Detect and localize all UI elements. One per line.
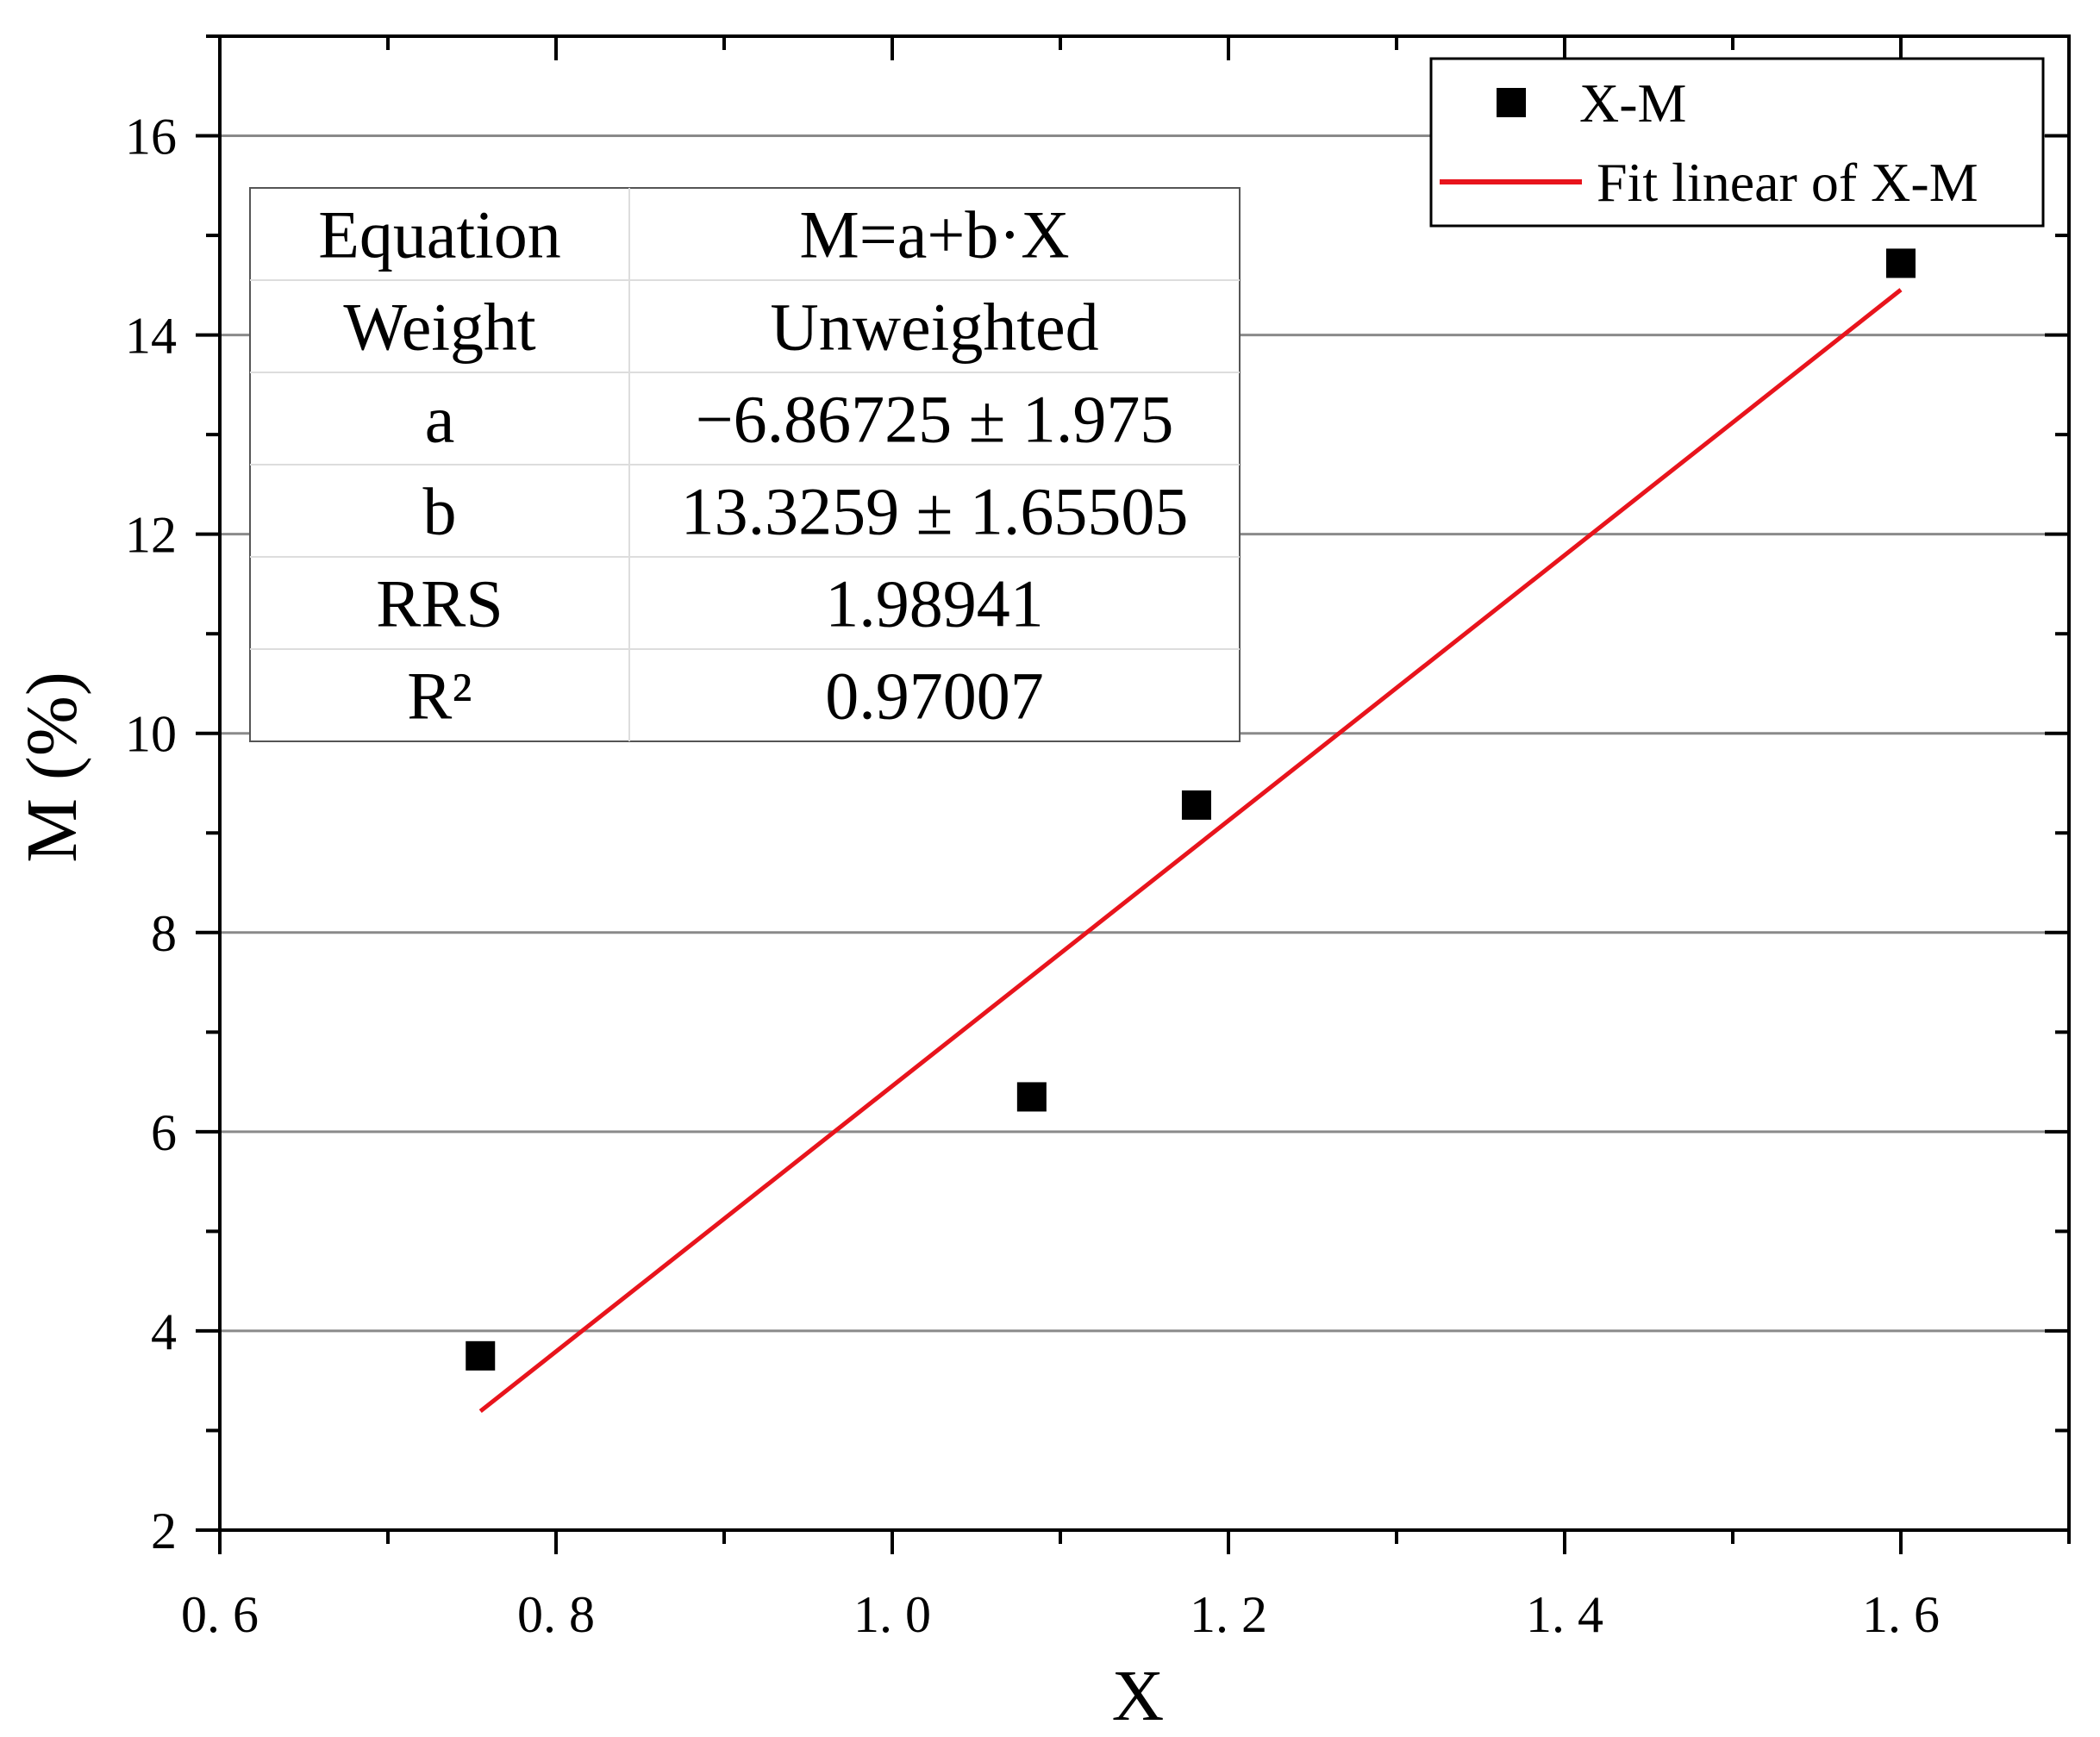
fit-line-layer <box>478 288 1903 1414</box>
data-point <box>1181 790 1211 820</box>
table-param-value: 0.97007 <box>825 659 1044 734</box>
y-tick-label: 4 <box>151 1303 177 1360</box>
table-param-value: 13.3259 ± 1.65505 <box>681 474 1189 549</box>
legend-label-x-m: X-M <box>1579 72 1686 134</box>
x-tick-label: 1. 4 <box>1526 1586 1603 1643</box>
y-tick-label: 16 <box>125 109 177 166</box>
y-tick-label: 12 <box>125 507 177 564</box>
y-tick-label: 8 <box>151 905 177 962</box>
table-param-value: −6.86725 ± 1.975 <box>696 382 1174 457</box>
legend-label-fit: Fit linear of X-M <box>1597 152 1978 213</box>
plot-border <box>218 34 2071 1532</box>
data-point <box>1886 248 1916 278</box>
table-param-value: 1.98941 <box>825 566 1044 641</box>
y-tick-label: 6 <box>151 1104 177 1161</box>
scatter-points <box>466 248 1916 1371</box>
plot-frame <box>218 34 2071 1532</box>
x-axis-title: X <box>1112 1656 1165 1736</box>
fit-line <box>478 288 1903 1414</box>
legend-marker-square <box>1497 88 1526 117</box>
y-tick-label: 14 <box>125 308 177 365</box>
y-tick-label: 10 <box>125 706 177 763</box>
table-param-name: b <box>423 474 457 549</box>
legend-box <box>1429 57 2045 228</box>
table-param-name: Equation <box>318 197 561 272</box>
x-axis: 0. 6 0. 8 1. 0 1. 2 1. 4 1. 6 <box>181 36 2071 1643</box>
x-tick-label: 1. 0 <box>853 1586 931 1643</box>
data-point <box>466 1340 496 1371</box>
table-param-name: a <box>425 382 455 457</box>
legend: X-M Fit linear of X-M <box>1429 57 2045 228</box>
fit-results-table: Equation M=a+b·X Weight Unweighted a −6.86725… <box>249 187 1241 742</box>
x-tick-label: 1. 6 <box>1862 1586 1940 1643</box>
y-axis-title: M (%) <box>12 672 92 863</box>
table-param-name: R² <box>407 659 472 734</box>
x-tick-label: 0. 8 <box>517 1586 595 1643</box>
data-point <box>1016 1082 1047 1112</box>
y-tick-label: 2 <box>151 1503 177 1559</box>
table-param-value: M=a+b·X <box>799 197 1069 272</box>
table-param-name: RRS <box>376 566 503 641</box>
table-param-value: Unweighted <box>770 290 1098 365</box>
y-axis: 2 4 6 8 10 12 14 16 <box>125 34 2069 1559</box>
x-tick-label: 0. 6 <box>181 1586 259 1643</box>
x-tick-label: 1. 2 <box>1190 1586 1267 1643</box>
table-param-name: Weight <box>343 290 536 365</box>
